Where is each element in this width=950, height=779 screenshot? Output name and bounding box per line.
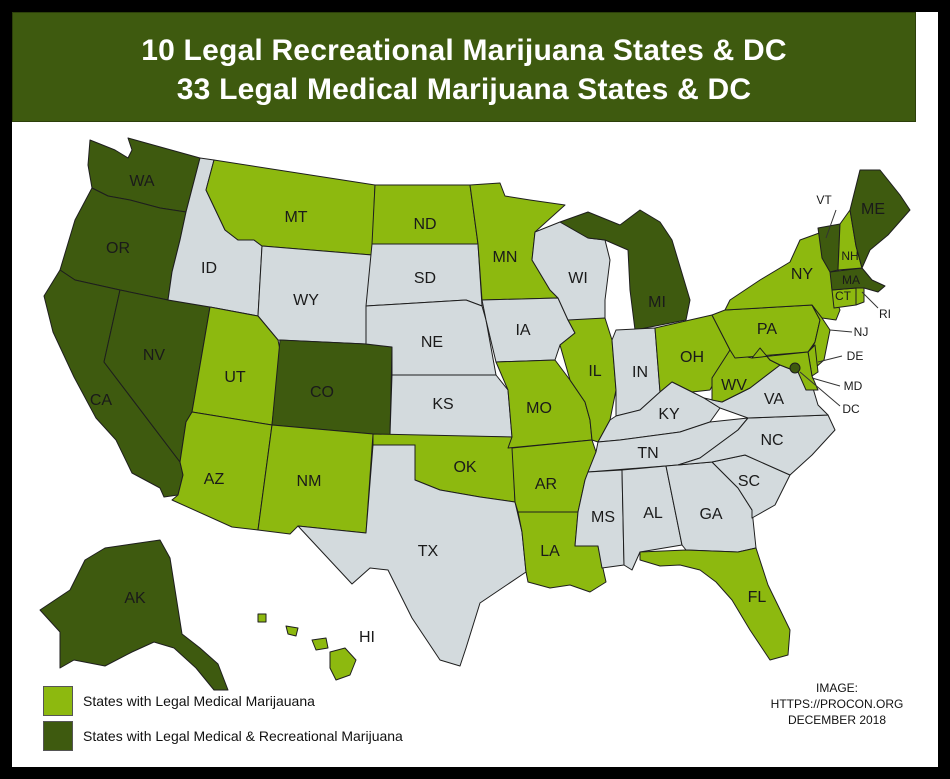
state-tx[interactable] bbox=[297, 444, 527, 667]
label-wy: WY bbox=[293, 292, 319, 309]
label-leaders bbox=[799, 209, 879, 407]
label-mt: MT bbox=[284, 209, 307, 226]
state-fl[interactable] bbox=[639, 547, 791, 661]
state-nd[interactable] bbox=[371, 184, 479, 245]
label-mn: MN bbox=[493, 249, 518, 266]
state-me[interactable] bbox=[849, 169, 911, 269]
label-ma: MA bbox=[842, 273, 860, 287]
label-ks: KS bbox=[432, 396, 453, 413]
label-tx: TX bbox=[418, 543, 439, 560]
label-ok: OK bbox=[453, 459, 476, 476]
label-nm: NM bbox=[297, 473, 322, 490]
state-hi-kauai[interactable] bbox=[257, 613, 267, 623]
label-ak: AK bbox=[124, 590, 146, 607]
label-nj: NJ bbox=[854, 325, 869, 339]
label-az: AZ bbox=[204, 471, 225, 488]
label-me: ME bbox=[861, 201, 885, 218]
label-wi: WI bbox=[568, 270, 588, 287]
label-mo: MO bbox=[526, 400, 552, 417]
image-credit: IMAGE: HTTPS://PROCON.ORG DECEMBER 2018 bbox=[752, 680, 922, 728]
state-mi[interactable] bbox=[559, 209, 691, 331]
label-il: IL bbox=[588, 363, 601, 380]
label-ca: CA bbox=[90, 392, 113, 409]
label-pa: PA bbox=[757, 321, 777, 338]
label-la: LA bbox=[540, 543, 560, 560]
label-ms: MS bbox=[591, 509, 615, 526]
label-ky: KY bbox=[658, 406, 680, 423]
label-tn: TN bbox=[637, 445, 658, 462]
title-banner: 10 Legal Recreational Marijuana States &… bbox=[12, 12, 916, 122]
title-line-2: 33 Legal Medical Marijuana States & DC bbox=[176, 73, 752, 106]
label-ar: AR bbox=[535, 476, 557, 493]
label-ny: NY bbox=[791, 266, 814, 283]
state-dc[interactable] bbox=[789, 362, 801, 374]
legend-recreational-label: States with Legal Medical & Recreational… bbox=[83, 728, 403, 744]
label-oh: OH bbox=[680, 349, 704, 366]
label-al: AL bbox=[643, 505, 663, 522]
label-va: VA bbox=[764, 391, 784, 408]
state-vt[interactable] bbox=[817, 223, 841, 273]
label-nv: NV bbox=[143, 347, 166, 364]
state-nc[interactable] bbox=[677, 414, 836, 476]
state-ak[interactable] bbox=[39, 539, 229, 691]
legend-recreational-swatch bbox=[43, 721, 73, 751]
legend-medical: States with Legal Medical Marijauana bbox=[43, 686, 315, 716]
label-dc: DC bbox=[842, 402, 860, 416]
label-ia: IA bbox=[515, 322, 530, 339]
label-mi: MI bbox=[648, 294, 666, 311]
label-nc: NC bbox=[760, 432, 783, 449]
state-hi-maui[interactable] bbox=[311, 637, 329, 651]
state-hi-oahu[interactable] bbox=[285, 625, 299, 637]
label-nh: NH bbox=[841, 249, 858, 263]
label-fl: FL bbox=[748, 589, 767, 606]
label-ct: CT bbox=[835, 289, 852, 303]
label-or: OR bbox=[106, 240, 130, 257]
state-labels: WA OR CA NV ID MT WY UT CO AZ NM ND SD N… bbox=[90, 173, 891, 646]
label-ri: RI bbox=[879, 307, 891, 321]
label-wv: WV bbox=[721, 377, 747, 394]
credit-line-2: HTTPS://PROCON.ORG bbox=[770, 697, 904, 711]
state-hi-big-island[interactable] bbox=[329, 647, 357, 681]
state-ri[interactable] bbox=[855, 287, 865, 306]
label-in: IN bbox=[632, 364, 648, 381]
label-sd: SD bbox=[414, 270, 436, 287]
legend-recreational: States with Legal Medical & Recreational… bbox=[43, 721, 403, 751]
label-de: DE bbox=[847, 349, 864, 363]
label-md: MD bbox=[844, 379, 863, 393]
label-wa: WA bbox=[129, 173, 155, 190]
label-sc: SC bbox=[738, 473, 760, 490]
label-nd: ND bbox=[413, 216, 436, 233]
legend-medical-label: States with Legal Medical Marijauana bbox=[83, 693, 315, 709]
credit-line-1: IMAGE: bbox=[815, 681, 858, 695]
label-ga: GA bbox=[699, 506, 722, 523]
credit-line-3: DECEMBER 2018 bbox=[787, 713, 887, 727]
label-id: ID bbox=[201, 260, 217, 277]
state-ma[interactable] bbox=[829, 267, 886, 293]
label-ut: UT bbox=[224, 369, 246, 386]
title-line-1: 10 Legal Recreational Marijuana States &… bbox=[141, 34, 787, 67]
label-hi: HI bbox=[359, 629, 375, 646]
label-ne: NE bbox=[421, 334, 443, 351]
label-vt: VT bbox=[816, 193, 832, 207]
label-co: CO bbox=[310, 384, 334, 401]
state-md[interactable] bbox=[751, 347, 819, 391]
legend-medical-swatch bbox=[43, 686, 73, 716]
